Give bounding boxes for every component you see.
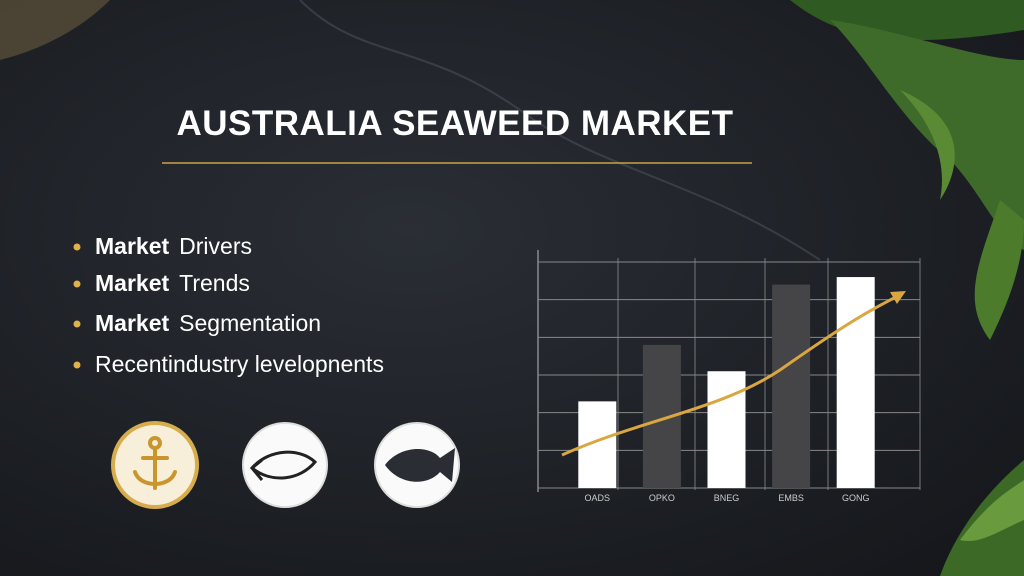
bullet-list: Market Drivers Market Trends Market Segmentat…: [73, 233, 384, 377]
title: AUSTRALIA SEAWEED MARKET: [176, 104, 733, 143]
seaweed: [790, 0, 1024, 576]
bullet-rest: Segmentation: [179, 310, 321, 336]
x-tick-label: OADS: [585, 493, 611, 503]
texture: [299, 0, 821, 261]
bullet-rest: Recentindustry levelopnents: [95, 351, 384, 377]
bullet-rest: Drivers: [179, 233, 252, 259]
bullet-dot: [73, 280, 81, 288]
bullet-bold: Market: [95, 310, 169, 336]
bullet-dot: [73, 320, 81, 328]
bullet-text: Market Segmentation: [95, 310, 321, 336]
bullet-text: Recentindustry levelopnents: [95, 351, 384, 377]
bullet-text: Market Trends: [95, 270, 250, 296]
bullet-text: Market Drivers: [95, 233, 252, 259]
bar: [707, 371, 746, 488]
fish-icon: [242, 422, 328, 508]
bullet-dot: [73, 243, 81, 251]
arrow-head: [890, 291, 906, 304]
bullet-dot: [73, 361, 81, 369]
x-tick-label: GONG: [842, 493, 870, 503]
x-tick-label: OPKO: [649, 493, 675, 503]
bullet-bold: Market: [95, 270, 169, 296]
bar: [836, 277, 875, 488]
bullet-rest: Trends: [179, 270, 250, 296]
x-tick-label: EMBS: [778, 493, 804, 503]
texture: [0, 0, 110, 60]
bar: [772, 284, 811, 488]
trend-arrow: [561, 294, 899, 457]
grid-verticals: [617, 258, 921, 490]
bullet-bold: Market: [95, 233, 169, 259]
chart: OADS OPKO BNEG EMBS GONG: [537, 250, 921, 503]
x-tick-label: BNEG: [714, 493, 740, 503]
icons: [111, 421, 460, 509]
